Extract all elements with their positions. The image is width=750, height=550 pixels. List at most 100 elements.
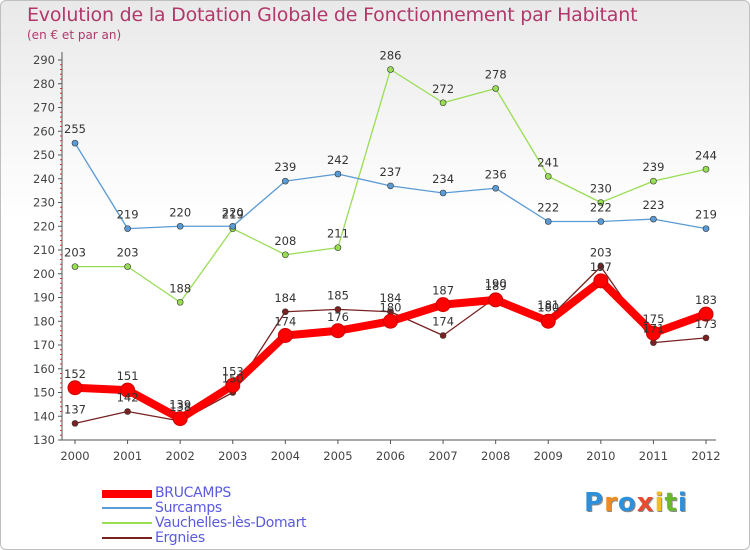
logo-letter: t (664, 488, 678, 518)
data-label-vauchelles: 286 (380, 49, 402, 63)
legend-label-brucamps: BRUCAMPS (155, 485, 231, 501)
x-tick-label: 2000 (60, 449, 89, 463)
data-label-ergnies: 203 (590, 246, 612, 260)
legend: BRUCAMPS Surcamps Vauchelles-lès-Domart … (102, 486, 342, 546)
data-label-surcamps: 222 (537, 201, 559, 215)
legend-swatch-surcamps (102, 507, 152, 509)
y-tick-label: 230 (33, 196, 55, 210)
data-point-brucamps (383, 313, 398, 329)
data-point-surcamps (176, 222, 184, 230)
data-label-brucamps: 180 (537, 300, 559, 314)
y-tick-label: 160 (33, 362, 55, 376)
data-point-brucamps (698, 306, 714, 322)
y-tick-label: 290 (33, 53, 55, 67)
legend-item-vauchelles[interactable]: Vauchelles-lès-Domart (102, 516, 342, 531)
data-label-brucamps: 197 (590, 260, 612, 274)
data-label-brucamps: 180 (380, 300, 402, 314)
data-label-vauchelles: 203 (117, 246, 139, 260)
data-label-brucamps: 187 (432, 284, 454, 298)
data-label-ergnies: 142 (117, 391, 139, 405)
logo-letter: i (677, 488, 688, 518)
x-tick-label: 2008 (481, 449, 510, 463)
data-label-ergnies: 190 (485, 277, 507, 291)
x-tick-label: 2002 (166, 449, 195, 463)
data-point-vauchelles (124, 263, 131, 270)
legend-item-surcamps[interactable]: Surcamps (102, 501, 342, 516)
data-label-ergnies: 171 (642, 322, 664, 336)
data-label-surcamps: 219 (117, 208, 139, 222)
data-label-ergnies: 184 (380, 291, 402, 305)
data-label-brucamps: 189 (485, 279, 507, 293)
data-point-vauchelles (439, 99, 447, 107)
data-point-ergnies (597, 263, 605, 270)
data-label-surcamps: 236 (485, 167, 507, 181)
data-label-surcamps: 223 (642, 198, 664, 212)
data-point-surcamps (702, 225, 710, 232)
data-point-surcamps (71, 139, 79, 147)
data-label-brucamps: 175 (642, 312, 664, 326)
y-tick-label: 240 (33, 172, 55, 186)
y-tick-label: 260 (33, 124, 55, 138)
data-label-vauchelles: 203 (64, 246, 86, 260)
data-label-ergnies: 185 (327, 288, 349, 302)
data-point-brucamps (277, 328, 293, 343)
y-tick-label: 270 (33, 101, 55, 115)
data-label-surcamps: 234 (432, 172, 454, 186)
logo-letter: x (636, 488, 655, 518)
data-label-surcamps: 219 (695, 208, 717, 222)
data-point-surcamps (124, 225, 131, 232)
data-point-surcamps (597, 218, 605, 225)
legend-label-vauchelles: Vauchelles-lès-Domart (155, 515, 307, 531)
data-label-surcamps: 237 (380, 165, 402, 179)
data-label-brucamps: 183 (695, 293, 717, 307)
data-label-vauchelles: 239 (642, 160, 664, 174)
data-point-ergnies (71, 420, 79, 427)
legend-item-ergnies[interactable]: Ergnies (102, 531, 342, 546)
data-point-brucamps (120, 382, 136, 398)
data-label-vauchelles: 208 (274, 234, 296, 248)
data-point-surcamps (492, 184, 499, 192)
data-label-brucamps: 139 (169, 398, 191, 412)
data-point-brucamps (435, 297, 451, 313)
x-tick-label: 2003 (218, 449, 247, 463)
data-label-surcamps: 220 (169, 205, 191, 219)
legend-swatch-brucamps (102, 490, 152, 498)
data-point-surcamps (282, 177, 289, 185)
data-point-vauchelles (702, 165, 710, 173)
y-tick-label: 250 (33, 148, 55, 162)
data-label-vauchelles: 244 (695, 148, 717, 162)
data-label-ergnies: 138 (169, 400, 191, 414)
data-point-brucamps (645, 325, 661, 341)
data-point-vauchelles (334, 244, 342, 251)
y-tick-label: 220 (33, 219, 55, 233)
data-point-ergnies (124, 408, 131, 415)
logo-letter: o (617, 488, 637, 518)
logo-letter: P (584, 488, 605, 518)
brand-logo: Proxiti (584, 488, 688, 518)
data-point-surcamps (334, 170, 342, 178)
logo-letter: r (604, 488, 618, 518)
data-label-vauchelles: 278 (485, 68, 507, 82)
data-label-surcamps: 222 (590, 201, 612, 215)
data-point-brucamps (172, 411, 188, 427)
x-tick-label: 2009 (534, 449, 563, 463)
chart-title: Evolution de la Dotation Globale de Fonc… (27, 4, 638, 26)
legend-item-brucamps[interactable]: BRUCAMPS (102, 486, 342, 501)
x-tick-label: 2007 (428, 449, 457, 463)
y-tick-label: 170 (33, 338, 55, 352)
data-label-ergnies: 184 (274, 291, 296, 305)
data-point-brucamps (488, 292, 504, 308)
y-tick-label: 130 (33, 433, 55, 447)
data-label-brucamps: 174 (274, 315, 296, 329)
x-tick-label: 2012 (691, 449, 720, 463)
data-label-brucamps: 176 (327, 310, 349, 324)
y-tick-label: 190 (33, 291, 55, 305)
logo-letter: i (654, 488, 665, 518)
data-point-surcamps (544, 218, 552, 225)
data-label-ergnies: 173 (695, 317, 717, 331)
x-tick-label: 2011 (639, 449, 668, 463)
data-point-vauchelles (492, 85, 499, 92)
data-label-ergnies: 174 (432, 315, 454, 329)
y-tick-label: 140 (33, 409, 55, 423)
